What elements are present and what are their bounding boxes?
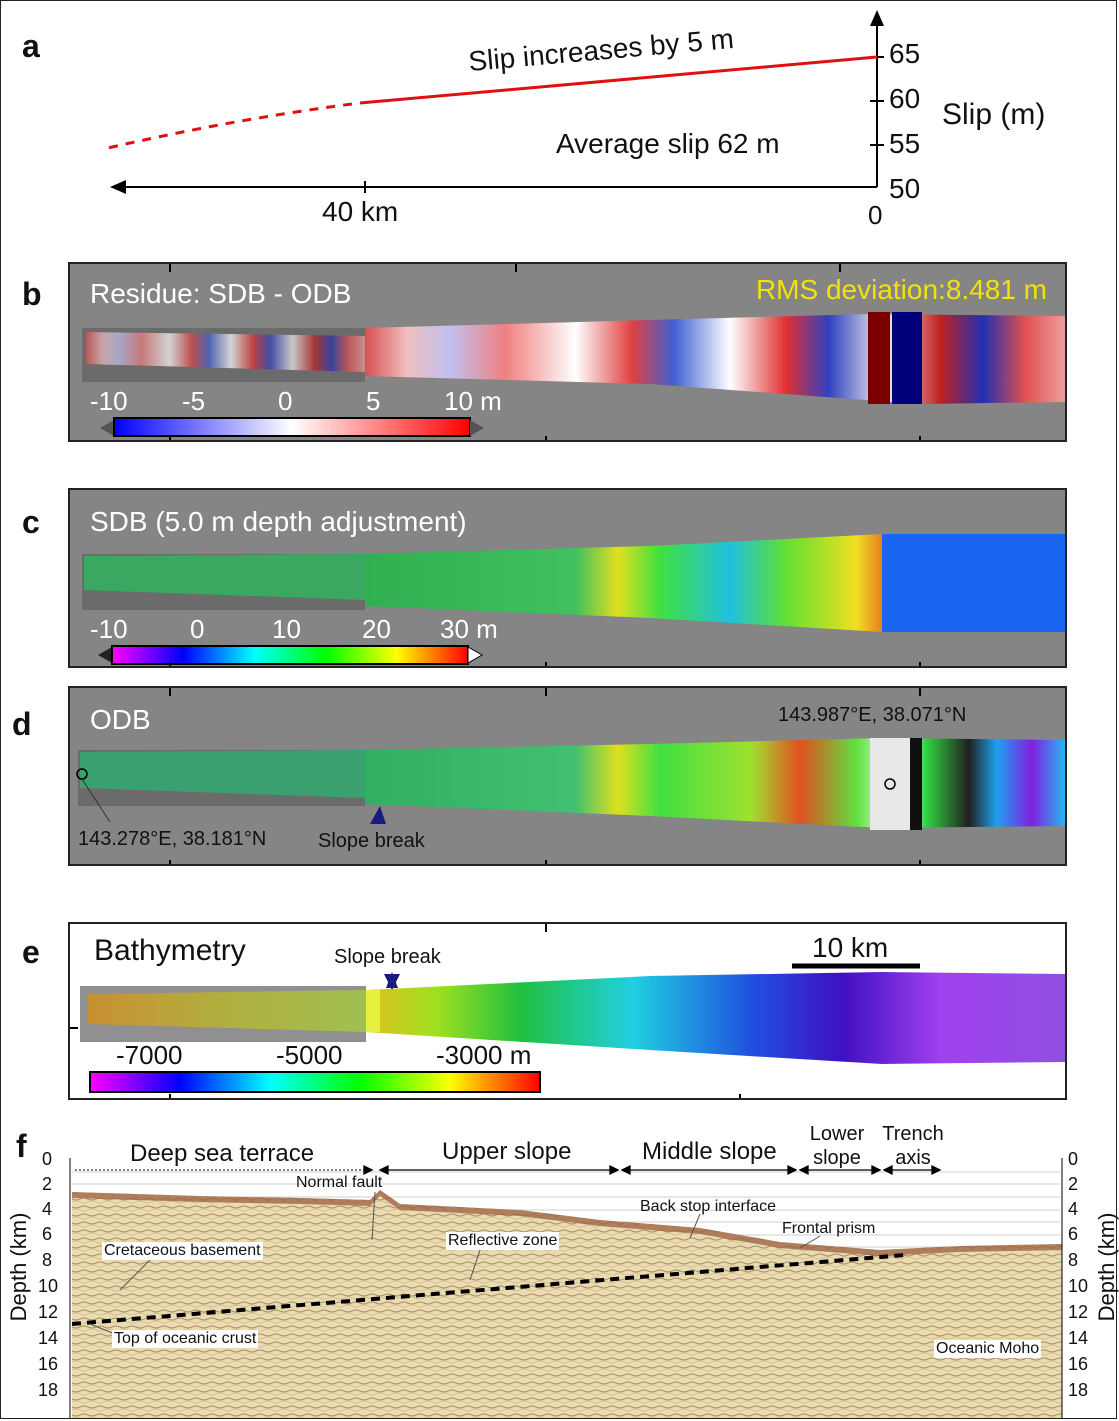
scale-bar-label: 10 km xyxy=(812,932,889,963)
depth-left-18: 18 xyxy=(38,1380,59,1400)
cbar-c-tick-2: 10 xyxy=(272,614,301,644)
cbar-b-tick-3: 5 xyxy=(366,386,381,416)
y-axis-label: Slip (m) xyxy=(942,98,1046,131)
bathymetry-colorbar xyxy=(89,1071,541,1093)
oceanic-crust-line xyxy=(71,1253,906,1326)
depth-right-8: 8 xyxy=(1068,1250,1079,1270)
y-tick-65: 65 xyxy=(889,38,921,69)
annotation-oceanic-crust: Top of oceanic crust xyxy=(112,1330,259,1348)
y-tick-60: 60 xyxy=(889,83,921,114)
cbar-b-tick-1: -5 xyxy=(182,386,206,416)
cbar-c-tick-0: -10 xyxy=(90,614,128,644)
panel-d-title: ODB xyxy=(90,704,151,735)
annotation-cretaceous: Cretaceous basement xyxy=(102,1242,263,1260)
zone-middle-slope: Middle slope xyxy=(642,1138,777,1165)
depth-left-10: 10 xyxy=(38,1276,59,1296)
cbar-e-tick-1: -5000 xyxy=(276,1040,343,1070)
depth-right-18: 18 xyxy=(1068,1380,1089,1400)
depth-right-14: 14 xyxy=(1068,1328,1089,1348)
coord-left: 143.278°E, 38.181°N xyxy=(78,828,267,850)
average-slip-annotation: Average slip 62 m xyxy=(556,128,780,159)
residue-colorbar xyxy=(113,417,471,437)
depth-left-4: 4 xyxy=(42,1199,53,1219)
panel-b-label: b xyxy=(22,276,42,312)
y-tick-50: 50 xyxy=(889,173,921,204)
depth-right-16: 16 xyxy=(1068,1354,1089,1374)
panel-b-map: Residue: SDB - ODB RMS deviation:8.481 m… xyxy=(68,262,1067,442)
depth-left-6: 6 xyxy=(42,1224,53,1244)
x-axis-arrow xyxy=(110,180,126,194)
panel-c-map: SDB (5.0 m depth adjustment) -10 0 10 20… xyxy=(68,488,1067,668)
slope-break-label-e: Slope break xyxy=(334,946,441,968)
slip-line-solid xyxy=(359,55,878,105)
x-tick-40km: 40 km xyxy=(322,196,399,227)
depth-left-14: 14 xyxy=(38,1328,59,1348)
cbar-b-tick-2: 0 xyxy=(278,386,293,416)
panel-e-map: Bathymetry Slope break 10 km -7000 -5000… xyxy=(68,922,1067,1100)
annotation-reflective: Reflective zone xyxy=(446,1232,560,1250)
cbar-c-tick-1: 0 xyxy=(190,614,205,644)
depth-left-0: 0 xyxy=(42,1149,53,1169)
depth-axis-label-right: Depth (km) xyxy=(1094,1212,1119,1322)
cbar-c-tick-3: 20 xyxy=(362,614,391,644)
coord-right: 143.987°E, 38.071°N xyxy=(778,704,967,726)
depth-left-16: 16 xyxy=(38,1354,59,1374)
sdb-colorbar xyxy=(111,645,469,665)
depth-right-0: 0 xyxy=(1068,1149,1079,1169)
slip-line-dashed xyxy=(107,102,353,150)
x-tick-0: 0 xyxy=(868,200,883,230)
bathymetry-strip xyxy=(366,972,1065,1064)
panel-d-label: d xyxy=(12,706,32,742)
zone-trench-axis: Trench axis xyxy=(882,1123,944,1169)
panel-e-title: Bathymetry xyxy=(94,934,246,967)
y-axis-arrow xyxy=(870,10,884,26)
y-tick-55: 55 xyxy=(889,128,921,159)
depth-left-8: 8 xyxy=(42,1250,53,1270)
depth-right-12: 12 xyxy=(1068,1302,1089,1322)
slope-break-marker-e xyxy=(384,974,400,990)
cbar-b-tick-4: 10 m xyxy=(444,386,502,416)
cbar-c-tick-4: 30 m xyxy=(440,614,498,644)
panel-c-label: c xyxy=(22,504,40,540)
depth-right-2: 2 xyxy=(1068,1174,1079,1194)
annotation-moho: Oceanic Moho xyxy=(934,1340,1042,1358)
panel-e-label: e xyxy=(22,934,40,970)
depth-right-10: 10 xyxy=(1068,1276,1089,1296)
zone-deep-sea-terrace: Deep sea terrace xyxy=(130,1140,315,1167)
depth-left-2: 2 xyxy=(42,1174,53,1194)
seismic-section xyxy=(72,1190,1062,1418)
slope-break-marker-d xyxy=(370,806,386,824)
panel-a-label: a xyxy=(22,28,40,64)
panel-d-map: ODB 143.987°E, 38.071°N 143.278°E, 38.18… xyxy=(68,686,1067,866)
panel-f-label: f xyxy=(16,1128,27,1164)
depth-left-12: 12 xyxy=(38,1302,59,1322)
depth-axis-label-left: Depth (km) xyxy=(6,1212,31,1322)
depth-right-6: 6 xyxy=(1068,1224,1079,1244)
right-point-marker xyxy=(884,778,896,790)
annotation-back-stop: Back stop interface xyxy=(640,1198,777,1215)
cbar-e-tick-2: -3000 m xyxy=(436,1040,532,1070)
cbar-b-tick-0: -10 xyxy=(90,386,128,416)
depth-right-4: 4 xyxy=(1068,1199,1079,1219)
zone-lower-slope: Lower slope xyxy=(809,1123,865,1169)
panel-c-title: SDB (5.0 m depth adjustment) xyxy=(90,506,467,537)
slope-break-label-d: Slope break xyxy=(318,830,425,852)
panel-b-title: Residue: SDB - ODB xyxy=(90,278,352,309)
odb-strip xyxy=(365,738,1065,828)
annotation-normal-fault: Normal fault xyxy=(296,1174,383,1191)
panel-a-plot xyxy=(107,10,884,194)
panel-f-seismic xyxy=(69,1158,1063,1418)
annotation-frontal-prism: Frontal prism xyxy=(782,1220,876,1237)
zone-upper-slope: Upper slope xyxy=(442,1138,572,1165)
cbar-e-tick-0: -7000 xyxy=(116,1040,183,1070)
rms-deviation: RMS deviation:8.481 m xyxy=(755,274,1047,305)
